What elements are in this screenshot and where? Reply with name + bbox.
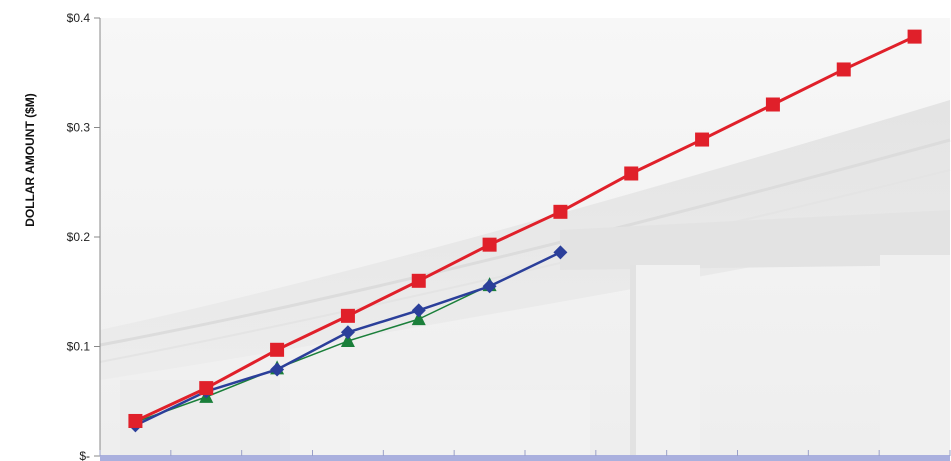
x-ticks: [99, 450, 951, 456]
data-point-diamond: [270, 362, 285, 377]
data-point-square: [340, 308, 355, 323]
series-line: [134, 35, 916, 423]
data-point-diamond: [553, 245, 568, 260]
series-1: [128, 29, 922, 428]
data-point-square: [907, 29, 922, 44]
data-point-square: [765, 97, 780, 112]
data-point-square: [695, 132, 710, 147]
data-point-square: [411, 273, 426, 288]
series-layer: [128, 29, 922, 433]
data-point-triangle: [411, 311, 426, 326]
y-tick-label: $0.1: [67, 340, 91, 354]
data-point-triangle: [340, 333, 355, 348]
data-point-diamond: [411, 303, 426, 318]
data-point-diamond: [340, 325, 355, 340]
series-line: [135, 284, 490, 423]
y-axis-title: DOLLAR AMOUNT ($M): [23, 93, 37, 227]
data-point-square: [553, 204, 568, 219]
y-tick-label: $0.2: [67, 230, 91, 244]
plot-background: [99, 18, 951, 456]
data-point-square: [624, 166, 639, 181]
data-point-square: [482, 237, 497, 252]
data-point-diamond: [482, 279, 497, 294]
data-point-square: [199, 381, 214, 396]
data-point-square: [836, 62, 851, 77]
data-point-square: [270, 342, 285, 357]
y-ticks: $- $0.1 $0.2 $0.3 $0.4: [67, 11, 100, 461]
y-tick-label: $0.3: [67, 121, 91, 135]
x-axis: [100, 455, 950, 461]
data-point-square: [128, 413, 143, 428]
y-tick-label: $-: [79, 449, 90, 461]
y-tick-label: $0.4: [67, 11, 91, 25]
